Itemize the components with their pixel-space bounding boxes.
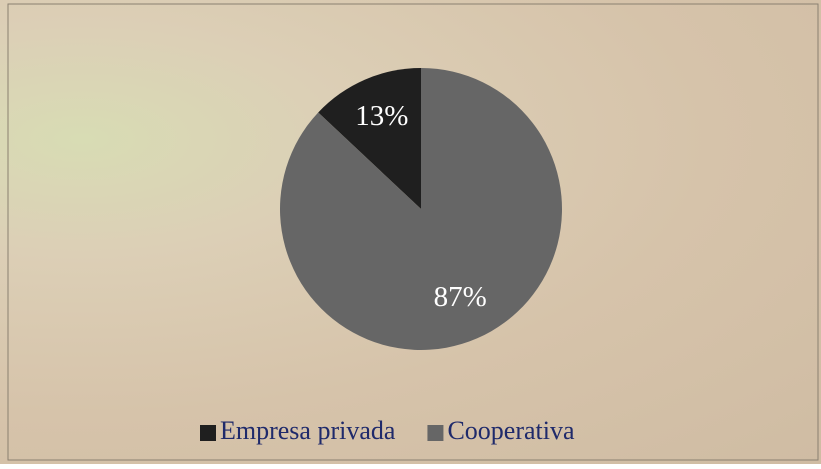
legend-swatch <box>427 425 444 441</box>
pie-slice <box>318 68 421 209</box>
data-label: 13% <box>355 100 408 132</box>
legend-label: Empresa privada <box>220 416 396 445</box>
legend-swatch <box>200 425 216 441</box>
legend: Empresa privada Cooperativa <box>200 416 575 445</box>
chart-border <box>7 3 819 461</box>
pie-slice <box>280 68 563 350</box>
pie: 13% 87% <box>280 68 563 350</box>
legend-label: Cooperativa <box>447 416 575 445</box>
data-label: 87% <box>434 281 487 313</box>
